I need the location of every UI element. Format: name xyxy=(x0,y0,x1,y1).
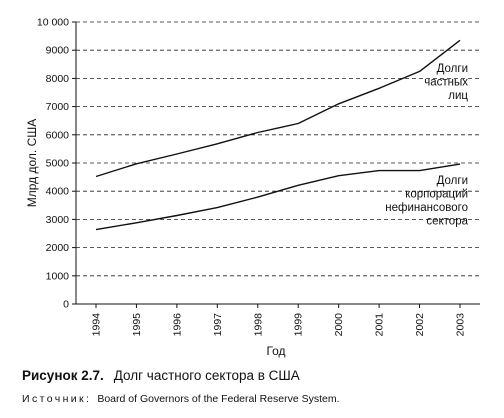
figure-title: Долг частного сектора в США xyxy=(113,368,300,383)
y-tick-label: 8000 xyxy=(46,73,70,85)
x-tick-label: 1996 xyxy=(171,313,183,337)
x-tick-label: 2003 xyxy=(455,313,467,337)
y-tick-label: 5000 xyxy=(46,158,70,170)
series-label-2: сектора xyxy=(426,216,468,228)
x-tick-label: 1997 xyxy=(212,313,224,337)
series-label-2: Долги xyxy=(437,175,468,187)
x-tick-label: 2002 xyxy=(414,313,426,337)
x-axis-title: Год xyxy=(266,344,285,358)
line-chart: 0 1000 2000 3000 4000 5000 6000 7000 8000 9000 10 … xyxy=(25,17,480,358)
y-axis-ticks: 0 1000 2000 3000 4000 5000 6000 7000 8000 9000 10 … xyxy=(37,17,76,311)
x-tick-label: 1999 xyxy=(293,313,305,337)
y-tick-label: 2000 xyxy=(46,242,70,254)
gridlines xyxy=(76,21,480,277)
series-line-2 xyxy=(95,163,461,231)
source-note: Источник: Board of Governors of the Feder… xyxy=(22,393,340,405)
y-tick-label: 6000 xyxy=(46,129,70,141)
y-tick-label: 4000 xyxy=(46,186,70,198)
series-label-1: частных xyxy=(424,77,468,89)
source-label: Источник: xyxy=(22,393,92,405)
y-tick-label: 9000 xyxy=(46,45,70,57)
figure-caption: Рисунок 2.7. Долг частного сектора в США xyxy=(22,368,300,383)
x-axis-ticks: 1994 1995 1996 1997 1998 1999 2000 2001 2002 2003 xyxy=(91,304,467,336)
x-tick-label: 1998 xyxy=(252,313,264,337)
y-tick-label: 0 xyxy=(63,299,69,311)
figure-number: Рисунок 2.7. xyxy=(22,368,104,383)
x-tick-label: 2001 xyxy=(374,313,386,337)
y-tick-label: 1000 xyxy=(46,270,70,282)
series-lines xyxy=(95,39,461,231)
x-tick-label: 2000 xyxy=(333,313,345,337)
y-tick-label: 7000 xyxy=(46,101,70,113)
y-tick-label: 3000 xyxy=(46,214,70,226)
source-text: Board of Governors of the Federal Reserv… xyxy=(97,393,340,405)
y-axis-title: Млрд дол. США xyxy=(25,119,39,207)
y-tick-label: 10 000 xyxy=(37,17,69,29)
series-line-1 xyxy=(95,39,461,178)
series-label-2: корпораций xyxy=(405,189,468,201)
x-tick-label: 1994 xyxy=(91,313,103,337)
x-tick-label: 1995 xyxy=(131,313,143,337)
series-label-1: Долги xyxy=(437,63,468,75)
series-label-1: лиц xyxy=(448,90,468,102)
series-label-2: нефинансового xyxy=(385,202,468,214)
